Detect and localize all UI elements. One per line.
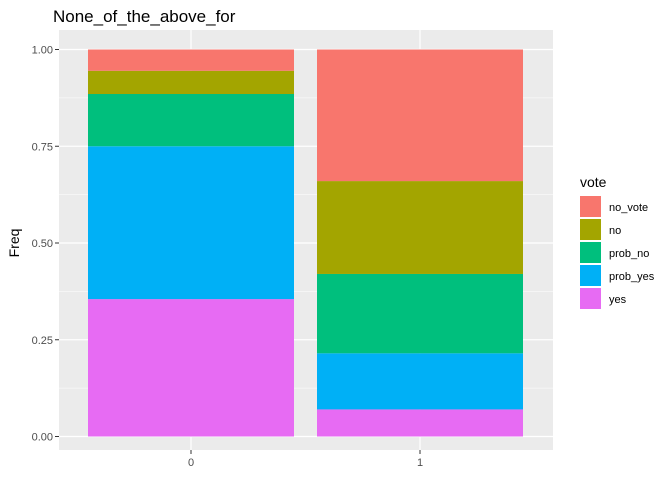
bar-segment-prob_no-1 <box>317 273 523 354</box>
legend-key-yes <box>580 288 601 309</box>
bar-segment-no-0 <box>88 70 294 95</box>
y-tick-label: 0.25 <box>32 335 53 347</box>
legend-label-no: no <box>609 225 621 237</box>
bar-segment-yes-0 <box>88 299 294 437</box>
y-tick-label: 0.50 <box>32 238 53 250</box>
y-axis: 0.00 0.25 0.50 0.75 1.00 <box>32 45 59 444</box>
bar-segment-no_vote-1 <box>317 49 523 182</box>
x-tick-label: 0 <box>188 457 194 469</box>
x-tick-label: 1 <box>417 457 423 469</box>
legend-label-prob_no: prob_no <box>609 248 649 260</box>
legend-label-no_vote: no_vote <box>609 202 648 214</box>
bar-segment-no-1 <box>317 181 523 274</box>
legend-key-no_vote <box>580 196 601 217</box>
chart-title: None_of_the_above_for <box>53 7 236 26</box>
bars <box>88 49 523 437</box>
y-axis-title: Freq <box>6 229 22 258</box>
legend-label-yes: yes <box>609 294 627 306</box>
bar-segment-prob_yes-1 <box>317 353 523 410</box>
bar-segment-yes-1 <box>317 409 523 437</box>
legend-key-prob_yes <box>580 265 601 286</box>
y-tick-label: 0.00 <box>32 432 53 444</box>
legend-key-prob_no <box>580 242 601 263</box>
bar-segment-no_vote-0 <box>88 49 294 71</box>
legend-key-no <box>580 219 601 240</box>
y-tick-label: 0.75 <box>32 141 53 153</box>
legend-title: vote <box>580 174 607 190</box>
legend-label-prob_yes: prob_yes <box>609 271 655 283</box>
y-tick-label: 1.00 <box>32 45 53 57</box>
bar-segment-prob_no-0 <box>88 94 294 147</box>
bar-segment-prob_yes-0 <box>88 146 294 300</box>
